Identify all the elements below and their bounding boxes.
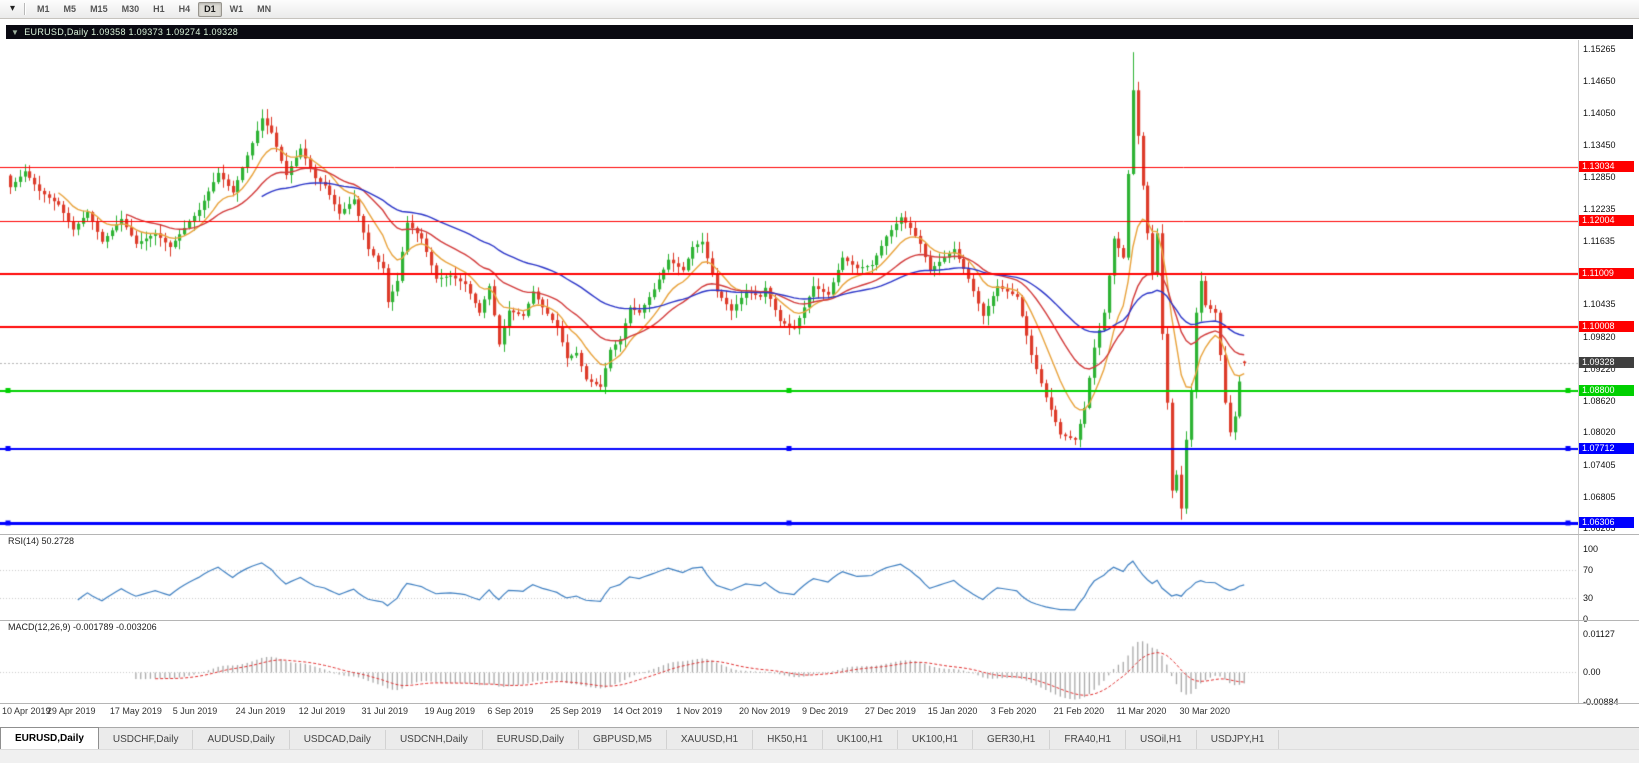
timeframe-button-h4[interactable]: H4 (178, 3, 191, 14)
timeframe-button-m5[interactable]: M5 (63, 3, 77, 14)
macd-axis-tick: 0.00 (1583, 667, 1601, 678)
price-axis-tick: 1.12235 (1583, 204, 1616, 215)
price-axis-tick: 1.08020 (1583, 427, 1616, 438)
price-axis-tick: 1.10435 (1583, 299, 1616, 310)
price-axis-tick: 1.12850 (1583, 171, 1616, 182)
chart-tab-audusd-daily[interactable]: AUDUSD,Daily (193, 730, 290, 749)
x-axis-label: 10 Apr 2019 (2, 706, 51, 716)
x-axis-label: 5 Jun 2019 (172, 706, 218, 716)
x-axis-label: 12 Jul 2019 (298, 706, 346, 716)
price-axis-tick: 1.06805 (1583, 491, 1616, 502)
timeframe-button-h1[interactable]: H1 (153, 3, 165, 14)
macd-axis-tick: -0.00884 (1583, 697, 1619, 707)
chart-tab-usdcnh-daily[interactable]: USDCNH,Daily (386, 730, 483, 749)
x-axis-label: 20 Nov 2019 (739, 706, 791, 716)
x-axis-label: 15 Jan 2020 (927, 706, 978, 716)
timeframe-button-w1[interactable]: W1 (229, 3, 244, 14)
chart-tab-eurusd-daily[interactable]: EURUSD,Daily (0, 727, 99, 749)
periodicity-toolbar: ▾ M1 M5 M15 M30 H1 H4 D1 W1 MN (0, 0, 1639, 19)
price-axis-tick: 1.11635 (1583, 235, 1615, 246)
x-axis-label: 31 Jul 2019 (361, 706, 409, 716)
price-axis-tick: 1.13450 (1583, 139, 1616, 150)
price-line-badge[interactable]: 1.12004 (1579, 215, 1634, 227)
chart-tab-usdchf-daily[interactable]: USDCHF,Daily (99, 730, 194, 749)
chart-tab-xauusd-h1[interactable]: XAUUSD,H1 (667, 730, 754, 749)
chart-tab-usoil-h1[interactable]: USOil,H1 (1126, 730, 1197, 749)
panel-separator (0, 534, 1639, 535)
chart-tab-usdjpy-h1[interactable]: USDJPY,H1 (1197, 730, 1280, 749)
chart-tab-usdcad-daily[interactable]: USDCAD,Daily (290, 730, 386, 749)
chart-tab-uk100-h1[interactable]: UK100,H1 (898, 730, 973, 749)
x-axis-label: 6 Sep 2019 (487, 706, 534, 716)
chart-tab-fra40-h1[interactable]: FRA40,H1 (1050, 730, 1127, 749)
x-axis-label: 30 Mar 2020 (1179, 706, 1231, 716)
status-bar-area (0, 749, 1639, 763)
macd-indicator-label: MACD(12,26,9) -0.001789 -0.003206 (8, 622, 157, 632)
price-line-badge[interactable]: 1.13034 (1579, 160, 1634, 172)
chart-tab-uk100-h1[interactable]: UK100,H1 (823, 730, 898, 749)
x-axis-label: 25 Sep 2019 (550, 706, 602, 716)
timeframe-button-mn[interactable]: MN (257, 3, 272, 14)
x-axis-label: 1 Nov 2019 (676, 706, 723, 716)
x-axis-label: 27 Dec 2019 (864, 706, 916, 716)
price-axis-tick: 1.06205 (1583, 523, 1616, 534)
price-axis-tick: 1.15265 (1583, 43, 1616, 54)
x-axis-label: 19 Aug 2019 (424, 706, 475, 716)
chart-title-bar: ▼ EURUSD,Daily 1.09358 1.09373 1.09274 1.… (6, 25, 1633, 39)
timeframe-button-m30[interactable]: M30 (121, 3, 140, 14)
rsi-axis-tick: 0 (1583, 614, 1589, 624)
price-line-badge[interactable]: 1.10008 (1579, 321, 1634, 333)
x-axis-label: 24 Jun 2019 (235, 706, 286, 716)
symbol-dropdown-icon[interactable]: ▼ (11, 28, 20, 37)
toolbar-separator (24, 3, 27, 15)
x-axis-label: 3 Feb 2020 (990, 706, 1037, 716)
timeframe-button-d1[interactable]: D1 (198, 1, 222, 17)
price-axis-border (1578, 40, 1579, 704)
x-axis-label: 29 Apr 2019 (46, 706, 96, 716)
chart-tab-gbpusd-m5[interactable]: GBPUSD,M5 (579, 730, 667, 749)
chart-title-ohlc: EURUSD,Daily 1.09358 1.09373 1.09274 1.0… (24, 27, 239, 37)
x-axis-label: 9 Dec 2019 (801, 706, 848, 716)
price-line-badge[interactable]: 1.07712 (1579, 442, 1634, 454)
price-line-badge[interactable]: 1.06306 (1579, 517, 1634, 529)
price-axis-tick: 1.09220 (1583, 363, 1616, 374)
price-axis-tick: 1.07405 (1583, 459, 1616, 470)
timeframe-button-group: M1 M5 M15 M30 H1 H4 D1 W1 MN (30, 1, 278, 17)
timeframe-button-m1[interactable]: M1 (37, 3, 50, 14)
panel-separator (0, 703, 1639, 704)
macd-panel-canvas[interactable] (0, 634, 1578, 702)
charts-dropdown-icon[interactable]: ▾ (10, 3, 16, 14)
price-line-badge[interactable]: 1.08800 (1579, 385, 1634, 397)
panel-separator (0, 620, 1639, 621)
timeframe-button-m15[interactable]: M15 (90, 3, 108, 14)
price-axis-tick: 1.09820 (1583, 332, 1616, 343)
chart-tab-ger30-h1[interactable]: GER30,H1 (973, 730, 1051, 749)
rsi-axis-tick: 30 (1583, 593, 1594, 603)
rsi-indicator-label: RSI(14) 50.2728 (8, 536, 75, 546)
price-axis-tick: 1.14650 (1583, 76, 1616, 87)
rsi-axis-tick: 70 (1583, 565, 1594, 575)
x-axis-label: 14 Oct 2019 (613, 706, 663, 716)
x-axis-label: 17 May 2019 (109, 706, 162, 716)
x-axis-label: 21 Feb 2020 (1053, 706, 1105, 716)
macd-axis-tick: 0.01127 (1583, 629, 1615, 639)
rsi-axis-tick: 100 (1583, 544, 1599, 554)
chart-tab-eurusd-daily[interactable]: EURUSD,Daily (483, 730, 579, 749)
chart-tab-bar: EURUSD,Daily USDCHF,Daily AUDUSD,Daily USDC… (0, 727, 1639, 749)
price-chart-canvas[interactable] (0, 40, 1578, 534)
bid-price-badge: 1.09328 (1579, 357, 1634, 369)
price-axis-tick: 1.14050 (1583, 108, 1616, 119)
price-axis-tick: 1.08620 (1583, 395, 1616, 406)
x-axis-label: 11 Mar 2020 (1116, 706, 1167, 716)
price-line-badge[interactable]: 1.11009 (1579, 268, 1634, 280)
chart-tab-hk50-h1[interactable]: HK50,H1 (753, 730, 823, 749)
rsi-panel-canvas[interactable] (0, 549, 1578, 619)
